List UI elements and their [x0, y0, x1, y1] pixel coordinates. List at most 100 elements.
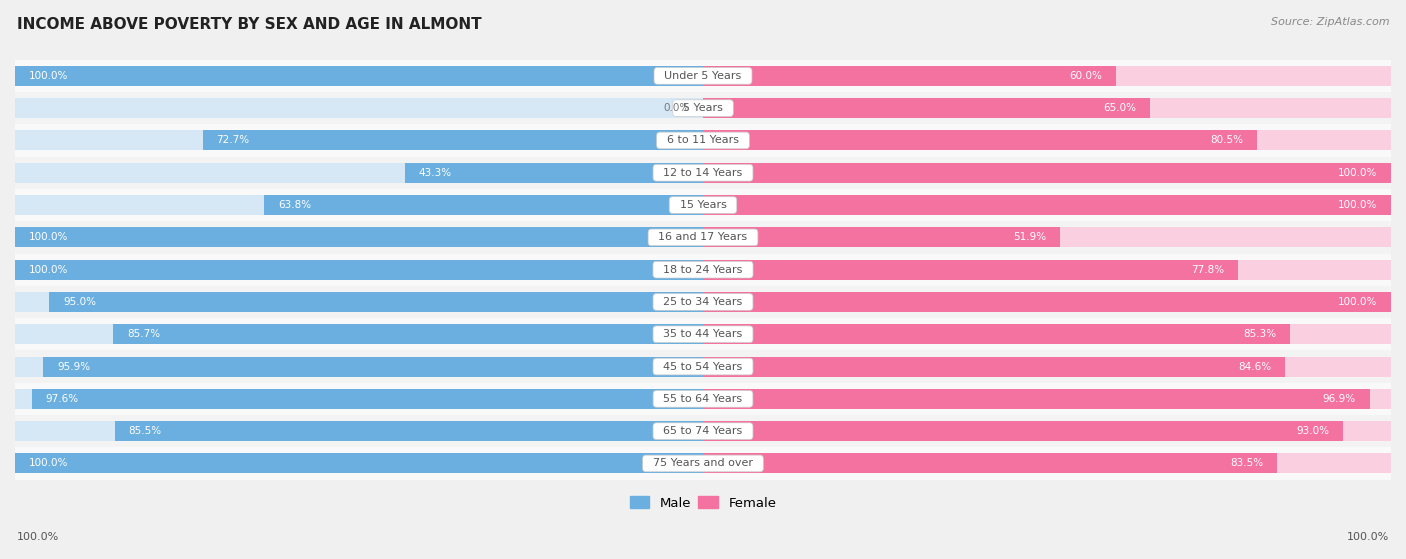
Bar	[703, 66, 1116, 86]
Bar	[405, 163, 703, 183]
Bar	[703, 130, 1257, 150]
Text: 85.5%: 85.5%	[128, 426, 162, 436]
Text: 100.0%: 100.0%	[1339, 168, 1378, 178]
Text: 85.7%: 85.7%	[127, 329, 160, 339]
Bar	[15, 324, 703, 344]
Text: 93.0%: 93.0%	[1296, 426, 1329, 436]
Bar	[15, 357, 703, 377]
Text: 12 to 14 Years: 12 to 14 Years	[657, 168, 749, 178]
Text: 65 to 74 Years: 65 to 74 Years	[657, 426, 749, 436]
Bar	[703, 421, 1343, 441]
Text: INCOME ABOVE POVERTY BY SEX AND AGE IN ALMONT: INCOME ABOVE POVERTY BY SEX AND AGE IN A…	[17, 17, 481, 32]
Text: 100.0%: 100.0%	[17, 532, 59, 542]
Text: 85.3%: 85.3%	[1243, 329, 1277, 339]
Bar	[114, 324, 703, 344]
Text: Source: ZipAtlas.com: Source: ZipAtlas.com	[1271, 17, 1389, 27]
Bar	[15, 259, 703, 280]
Text: 84.6%: 84.6%	[1239, 362, 1271, 372]
Text: 51.9%: 51.9%	[1014, 233, 1046, 243]
Bar	[15, 415, 1391, 447]
Legend: Male, Female: Male, Female	[624, 491, 782, 515]
Bar	[703, 324, 1289, 344]
Bar	[15, 447, 1391, 480]
Bar	[703, 292, 1391, 312]
Bar	[15, 292, 703, 312]
Bar	[703, 163, 1391, 183]
Bar	[703, 292, 1391, 312]
Text: 72.7%: 72.7%	[217, 135, 250, 145]
Bar	[15, 421, 703, 441]
Bar	[703, 163, 1391, 183]
Bar	[703, 357, 1285, 377]
Bar	[15, 453, 703, 473]
Text: 60.0%: 60.0%	[1069, 71, 1102, 81]
Bar	[703, 389, 1391, 409]
Text: 5 Years: 5 Years	[676, 103, 730, 113]
Bar	[703, 453, 1391, 473]
Bar	[15, 92, 1391, 124]
Text: 35 to 44 Years: 35 to 44 Years	[657, 329, 749, 339]
Bar	[15, 60, 1391, 92]
Bar	[15, 318, 1391, 350]
Text: 43.3%: 43.3%	[419, 168, 451, 178]
Text: 95.0%: 95.0%	[63, 297, 96, 307]
Bar	[31, 389, 703, 409]
Bar	[44, 357, 703, 377]
Bar	[15, 453, 703, 473]
Text: 6 to 11 Years: 6 to 11 Years	[659, 135, 747, 145]
Text: 18 to 24 Years: 18 to 24 Years	[657, 264, 749, 274]
Bar	[15, 163, 703, 183]
Bar	[703, 453, 1278, 473]
Text: 16 and 17 Years: 16 and 17 Years	[651, 233, 755, 243]
Bar	[703, 389, 1369, 409]
Bar	[703, 195, 1391, 215]
Text: 25 to 34 Years: 25 to 34 Years	[657, 297, 749, 307]
Bar	[49, 292, 703, 312]
Bar	[15, 383, 1391, 415]
Bar	[703, 421, 1391, 441]
Bar	[15, 228, 703, 248]
Text: 100.0%: 100.0%	[28, 264, 67, 274]
Text: 45 to 54 Years: 45 to 54 Years	[657, 362, 749, 372]
Text: 15 Years: 15 Years	[672, 200, 734, 210]
Bar	[264, 195, 703, 215]
Text: 0.0%: 0.0%	[664, 103, 689, 113]
Bar	[15, 389, 703, 409]
Bar	[703, 324, 1391, 344]
Bar	[15, 286, 1391, 318]
Bar	[15, 66, 703, 86]
Bar	[15, 195, 703, 215]
Bar	[703, 98, 1391, 118]
Bar	[15, 66, 703, 86]
Text: 100.0%: 100.0%	[1347, 532, 1389, 542]
Bar	[703, 195, 1391, 215]
Bar	[15, 350, 1391, 383]
Bar	[703, 228, 1060, 248]
Bar	[703, 228, 1391, 248]
Text: Under 5 Years: Under 5 Years	[658, 71, 748, 81]
Text: 95.9%: 95.9%	[58, 362, 90, 372]
Text: 65.0%: 65.0%	[1104, 103, 1136, 113]
Text: 100.0%: 100.0%	[1339, 200, 1378, 210]
Bar	[15, 130, 703, 150]
Text: 80.5%: 80.5%	[1211, 135, 1243, 145]
Bar	[15, 189, 1391, 221]
Text: 100.0%: 100.0%	[28, 233, 67, 243]
Text: 55 to 64 Years: 55 to 64 Years	[657, 394, 749, 404]
Bar	[15, 259, 703, 280]
Bar	[703, 66, 1391, 86]
Text: 96.9%: 96.9%	[1323, 394, 1355, 404]
Bar	[15, 254, 1391, 286]
Text: 63.8%: 63.8%	[278, 200, 311, 210]
Bar	[202, 130, 703, 150]
Text: 100.0%: 100.0%	[28, 71, 67, 81]
Text: 100.0%: 100.0%	[28, 458, 67, 468]
Bar	[15, 124, 1391, 157]
Bar	[115, 421, 703, 441]
Bar	[703, 259, 1391, 280]
Bar	[15, 228, 703, 248]
Text: 75 Years and over: 75 Years and over	[645, 458, 761, 468]
Text: 100.0%: 100.0%	[1339, 297, 1378, 307]
Bar	[15, 157, 1391, 189]
Text: 97.6%: 97.6%	[45, 394, 79, 404]
